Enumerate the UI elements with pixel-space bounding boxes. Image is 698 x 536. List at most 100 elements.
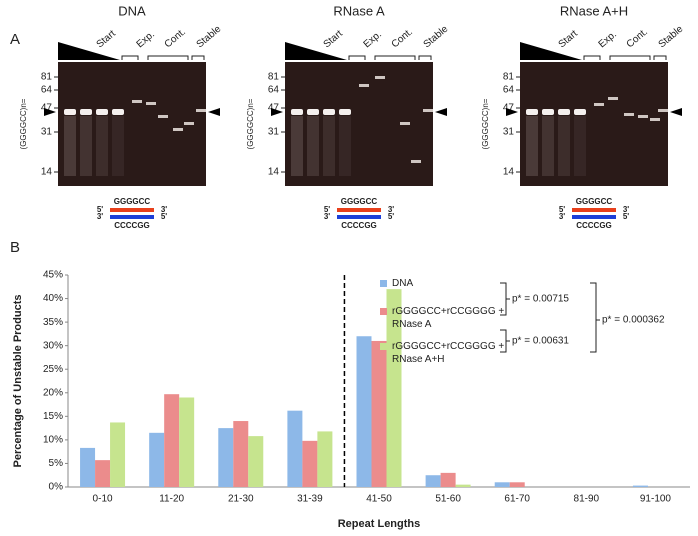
lane-label: Start	[557, 28, 580, 50]
bar	[302, 440, 318, 487]
x-tick-label: 11-20	[159, 494, 184, 505]
bar	[95, 460, 111, 487]
y-tick-label: 45%	[43, 270, 63, 281]
bracket	[374, 55, 416, 60]
band	[80, 109, 92, 115]
lane-label: Start	[95, 28, 118, 50]
x-tick-label: 41-50	[366, 494, 392, 505]
arrow	[44, 108, 56, 116]
band	[291, 109, 303, 115]
smear	[307, 116, 319, 176]
band	[146, 102, 156, 105]
band	[542, 109, 554, 115]
wedge	[520, 42, 582, 60]
band	[339, 109, 351, 115]
bar	[218, 428, 234, 487]
gel-y-label: (GGGGCC)n=	[246, 98, 255, 149]
x-tick-label: 91-100	[640, 494, 672, 505]
arrow	[506, 108, 518, 116]
ladder-label: 14	[41, 167, 53, 178]
smear	[542, 116, 554, 176]
bracket	[191, 55, 205, 60]
strand-end: 5'	[97, 205, 103, 214]
panel-label: A	[10, 31, 20, 48]
smear	[526, 116, 538, 176]
ladder-label: 31	[268, 127, 280, 138]
bar	[149, 432, 165, 487]
band	[594, 103, 604, 106]
ladder-label: 64	[41, 85, 53, 96]
band	[624, 113, 634, 116]
gel	[520, 62, 668, 186]
x-tick-label: 51-60	[435, 494, 461, 505]
bar	[164, 394, 180, 487]
y-tick-label: 0%	[49, 482, 64, 493]
strand-end: 3'	[97, 212, 103, 221]
smear	[574, 116, 586, 176]
bar	[356, 336, 372, 487]
strand-end: 3'	[559, 212, 565, 221]
lane-label: Stable	[195, 23, 224, 50]
bracket	[121, 55, 139, 60]
gel-y-label: (GGGGCC)n=	[481, 98, 490, 149]
band	[423, 109, 433, 112]
strand-end: 3'	[623, 205, 629, 214]
band	[558, 109, 570, 115]
x-tick-label: 0-10	[93, 494, 113, 505]
smear	[112, 116, 124, 176]
strand-text: CCCCGG	[341, 221, 377, 230]
band	[184, 122, 194, 125]
smear	[558, 116, 570, 176]
smear	[323, 116, 335, 176]
band	[359, 84, 369, 87]
strand-end: 5'	[623, 212, 629, 221]
annotation: p* = 0.00631	[512, 336, 569, 347]
strand-text: GGGGCC	[576, 197, 613, 206]
bar	[179, 397, 195, 487]
strand-end: 3'	[161, 205, 167, 214]
ladder-label: 47	[503, 103, 515, 114]
lane-label: Exp.	[597, 29, 619, 50]
x-tick-label: 61-70	[504, 494, 530, 505]
ladder-label: 31	[503, 127, 515, 138]
band	[400, 122, 410, 125]
band	[112, 109, 124, 115]
band	[96, 109, 108, 115]
gel-y-label: (GGGGCC)n=	[19, 98, 28, 149]
annotation: p* = 0.00715	[512, 294, 569, 305]
band	[608, 97, 618, 100]
arrow	[208, 108, 220, 116]
legend-item: rGGGGCC+rCCGGGG + RNase A	[392, 306, 505, 330]
lane-label: Stable	[422, 23, 451, 50]
band	[375, 76, 385, 79]
bracket	[583, 55, 601, 60]
y-tick-label: 15%	[43, 411, 63, 422]
ladder-label: 81	[41, 72, 53, 83]
strand-end: 5'	[388, 212, 394, 221]
smear	[64, 116, 76, 176]
strand-text: GGGGCC	[114, 197, 151, 206]
strand-end: 5'	[324, 205, 330, 214]
lane-label: Cont.	[390, 27, 415, 51]
bracket	[147, 55, 189, 60]
bracket	[418, 55, 432, 60]
bar	[287, 410, 303, 487]
legend-label: rGGGGCC+rCCGGGG + RNase A	[392, 306, 505, 330]
wedge	[285, 42, 347, 60]
wedge	[58, 42, 120, 60]
y-axis-title: Percentage of Unstable Products	[12, 295, 24, 468]
bar	[386, 289, 402, 487]
lane-label: Exp.	[362, 29, 384, 50]
strand-end: 5'	[559, 205, 565, 214]
y-tick-label: 10%	[43, 435, 63, 446]
lane-label: Stable	[657, 23, 686, 50]
x-tick-label: 31-39	[297, 494, 323, 505]
band	[64, 109, 76, 115]
panel-label: B	[10, 239, 20, 256]
bar	[425, 475, 441, 487]
band	[323, 109, 335, 115]
annotation: p* = 0.000362	[602, 315, 665, 326]
legend-swatch	[380, 308, 387, 315]
bar	[233, 421, 249, 487]
strand-end: 5'	[161, 212, 167, 221]
